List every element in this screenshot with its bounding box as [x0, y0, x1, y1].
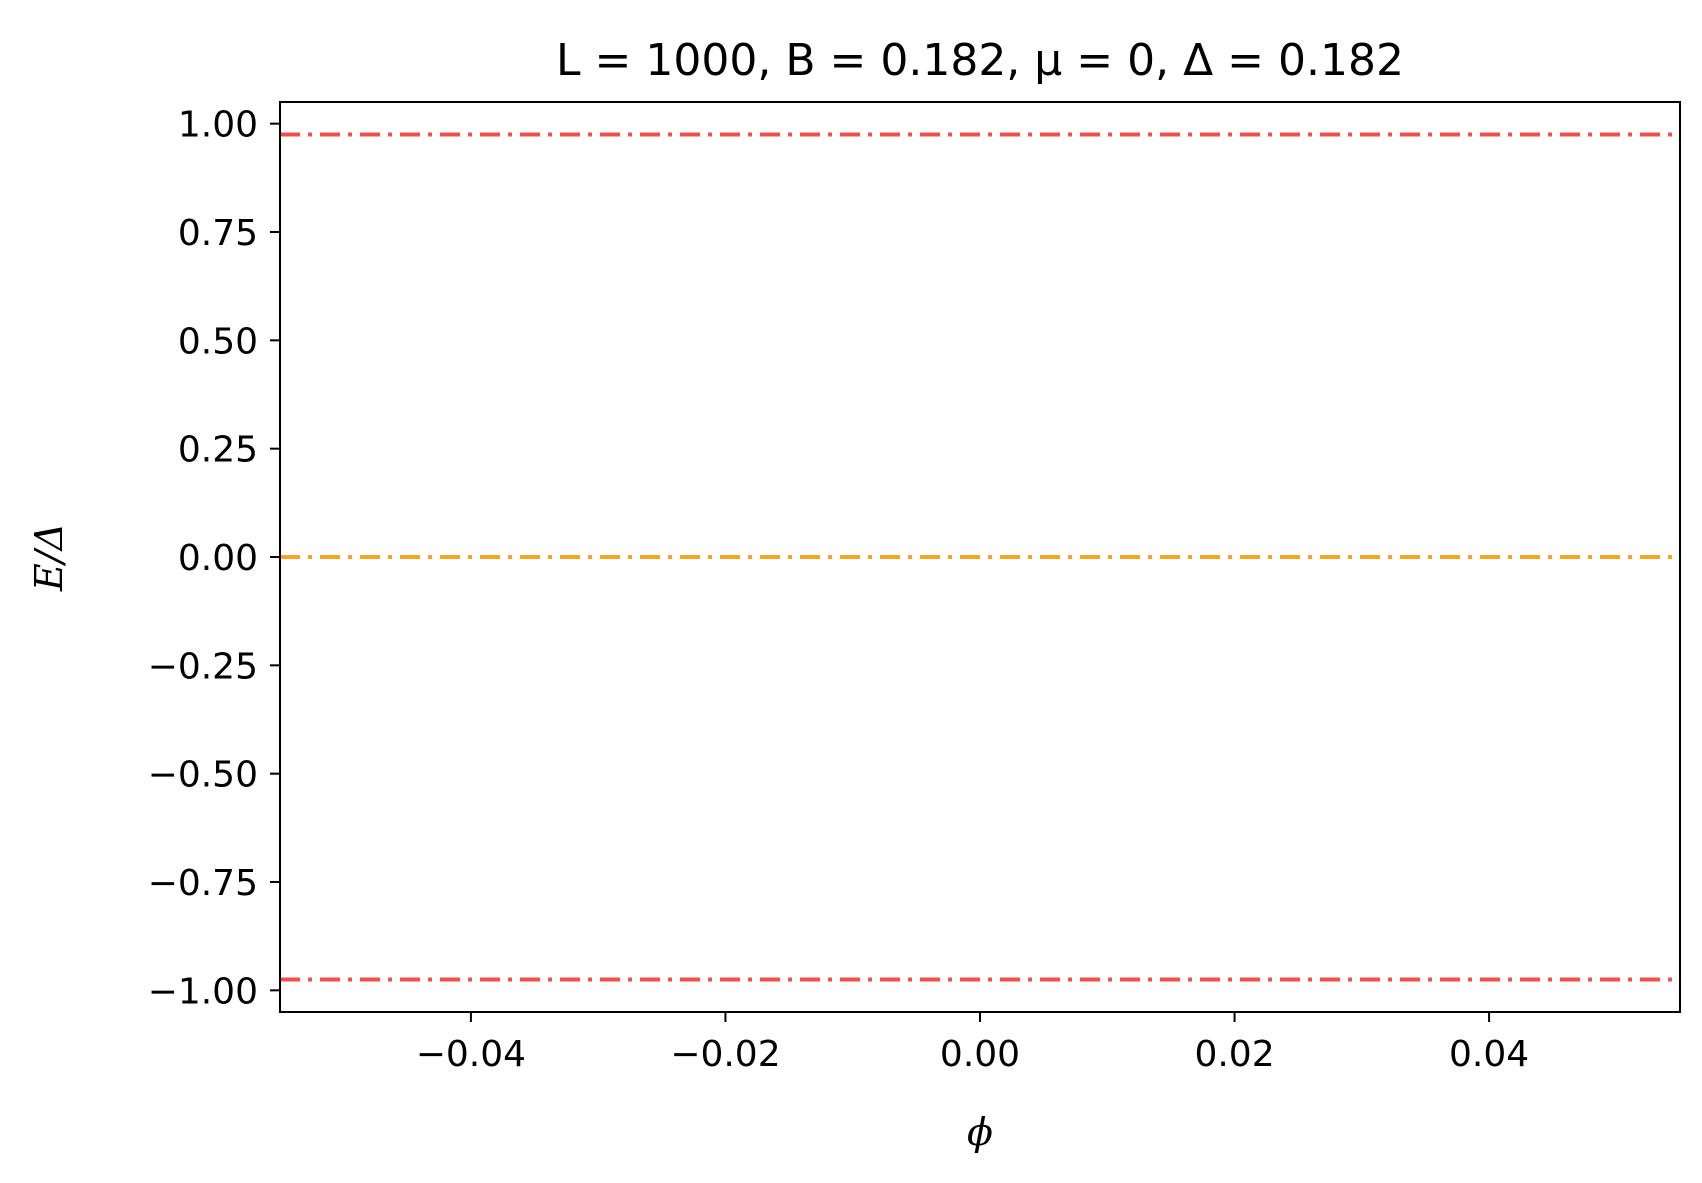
y-tick-label: 0.50 [178, 321, 258, 362]
x-axis-label: ϕ [967, 1110, 993, 1154]
y-axis-label: E/Δ [27, 523, 71, 592]
chart-title: L = 1000, B = 0.182, μ = 0, Δ = 0.182 [556, 35, 1404, 86]
x-tick-label: 0.00 [940, 1034, 1020, 1075]
y-tick-label: 0.25 [178, 430, 258, 471]
series-layer [280, 132, 1680, 982]
y-tick-label: 0.75 [178, 213, 258, 254]
y-tick-label: −0.50 [148, 755, 258, 796]
y-tick-label: −1.00 [148, 971, 258, 1012]
ticks-layer: −0.04 −0.02 0.00 0.02 0.04 1.00 0.75 0.50 0.25 0.… [148, 105, 1529, 1075]
y-tick-label: −0.25 [148, 646, 258, 687]
y-tick-label: 0.00 [178, 538, 258, 579]
plot-frame [279, 101, 1681, 1013]
x-tick-label: −0.02 [670, 1034, 780, 1075]
x-tick-label: 0.02 [1194, 1034, 1274, 1075]
x-tick-label: 0.04 [1449, 1034, 1529, 1075]
y-tick-label: 1.00 [178, 105, 258, 146]
y-tick-label: −0.75 [148, 863, 258, 904]
x-tick-label: −0.04 [416, 1034, 526, 1075]
